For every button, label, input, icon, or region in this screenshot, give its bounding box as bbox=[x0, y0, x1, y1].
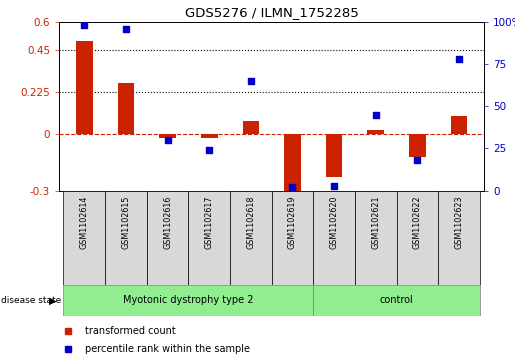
Bar bbox=[188, 191, 230, 285]
Point bbox=[372, 112, 380, 118]
Point bbox=[205, 147, 213, 153]
Bar bbox=[451, 115, 468, 134]
Bar bbox=[409, 134, 426, 157]
Bar bbox=[105, 191, 147, 285]
Point bbox=[330, 183, 338, 188]
Bar bbox=[147, 191, 188, 285]
Text: GSM1102622: GSM1102622 bbox=[413, 195, 422, 249]
Point bbox=[80, 22, 89, 28]
Point bbox=[414, 157, 422, 163]
Point bbox=[122, 26, 130, 32]
Bar bbox=[272, 191, 313, 285]
Bar bbox=[159, 134, 176, 138]
Text: GSM1102621: GSM1102621 bbox=[371, 195, 380, 249]
Text: Myotonic dystrophy type 2: Myotonic dystrophy type 2 bbox=[123, 295, 253, 305]
Text: GSM1102620: GSM1102620 bbox=[330, 195, 339, 249]
Bar bbox=[117, 83, 134, 134]
Text: disease state: disease state bbox=[1, 296, 61, 305]
Text: GSM1102619: GSM1102619 bbox=[288, 195, 297, 249]
Bar bbox=[76, 41, 93, 134]
Text: GSM1102615: GSM1102615 bbox=[122, 195, 130, 249]
Bar bbox=[243, 121, 259, 134]
Point bbox=[288, 184, 297, 190]
Text: control: control bbox=[380, 295, 414, 305]
Text: percentile rank within the sample: percentile rank within the sample bbox=[84, 344, 250, 354]
Bar bbox=[438, 191, 480, 285]
Bar bbox=[397, 191, 438, 285]
Point bbox=[163, 137, 171, 143]
Bar bbox=[368, 130, 384, 134]
Text: GSM1102617: GSM1102617 bbox=[204, 195, 214, 249]
Text: GSM1102614: GSM1102614 bbox=[80, 195, 89, 249]
Text: transformed count: transformed count bbox=[84, 326, 176, 337]
Bar bbox=[355, 191, 397, 285]
Title: GDS5276 / ILMN_1752285: GDS5276 / ILMN_1752285 bbox=[185, 6, 358, 19]
Point bbox=[247, 78, 255, 84]
Text: GSM1102623: GSM1102623 bbox=[455, 195, 464, 249]
Bar bbox=[63, 285, 313, 316]
Text: GSM1102618: GSM1102618 bbox=[246, 195, 255, 249]
Bar bbox=[230, 191, 272, 285]
Bar bbox=[63, 191, 105, 285]
Bar bbox=[326, 134, 342, 176]
Text: GSM1102616: GSM1102616 bbox=[163, 195, 172, 249]
Text: ▶: ▶ bbox=[49, 295, 57, 305]
Bar bbox=[313, 285, 480, 316]
Point bbox=[455, 56, 463, 62]
Bar bbox=[201, 134, 217, 138]
Bar bbox=[284, 134, 301, 191]
Bar bbox=[313, 191, 355, 285]
